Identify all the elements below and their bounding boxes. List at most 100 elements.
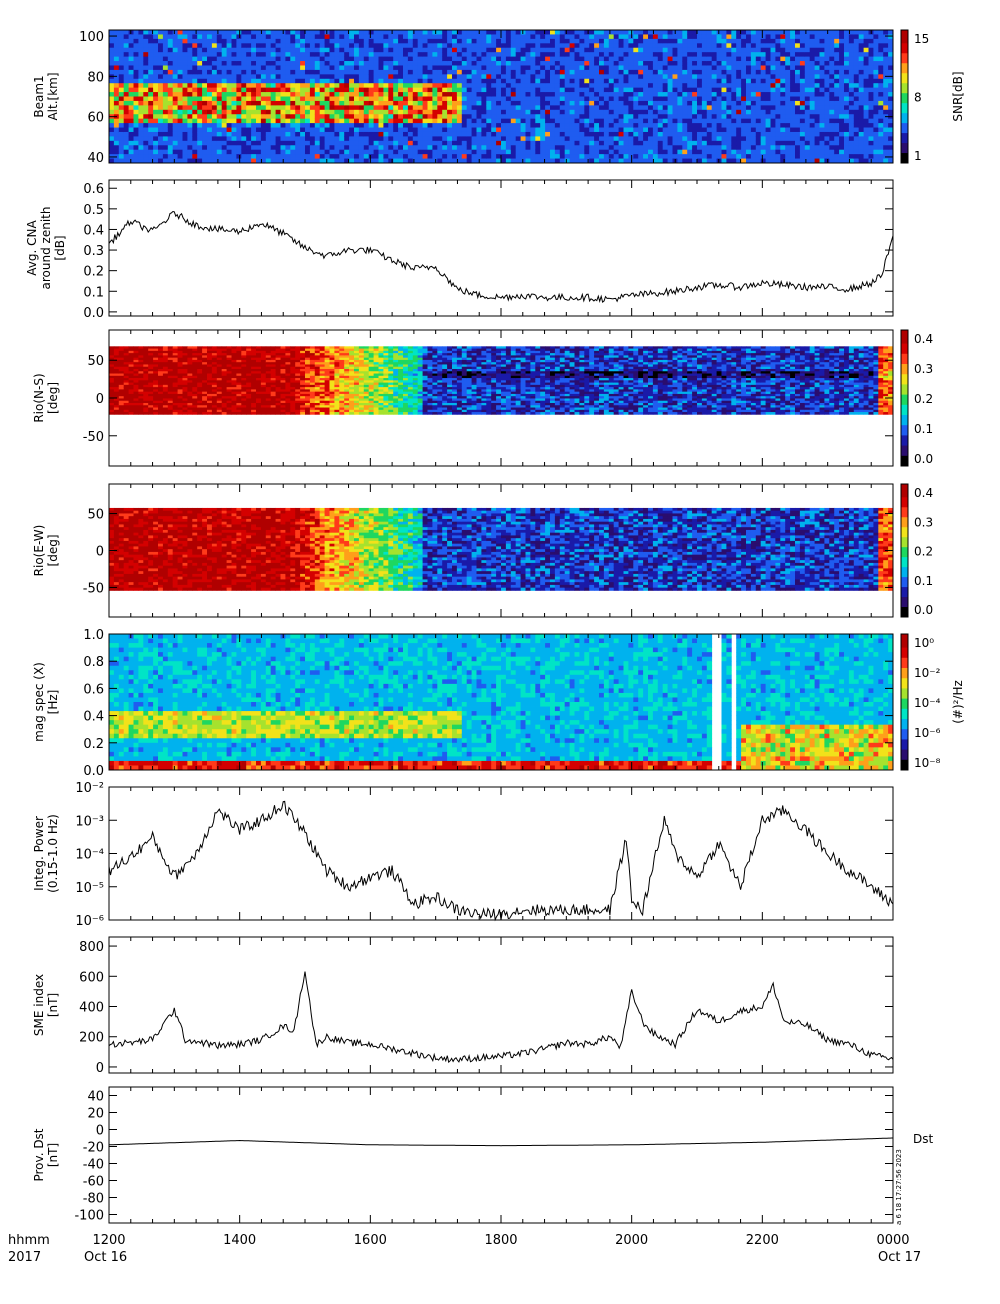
colorbar-cell: [901, 73, 908, 77]
colorbar-cell: [901, 736, 908, 740]
colorbar-cell: [901, 491, 908, 495]
colorbar-cell: [901, 637, 908, 641]
colorbar-cell: [901, 37, 908, 41]
colorbar-cell: [901, 722, 908, 726]
colorbar-cell: [901, 87, 908, 91]
colorbar-cell: [901, 685, 908, 689]
colorbar-tick-label: 10⁻⁸: [914, 756, 941, 770]
y-tick-label: 0.0: [83, 306, 104, 321]
colorbar-cell: [901, 644, 908, 648]
time-tick-label: 1800: [484, 1233, 517, 1248]
colorbar-cell: [901, 330, 908, 334]
colorbar-cell: [901, 371, 908, 375]
panel-frame-6: [109, 937, 893, 1073]
colorbar-cell: [901, 547, 908, 551]
colorbar-cell: [901, 43, 908, 47]
y-tick-label: 0: [96, 392, 104, 407]
colorbar-tick-label: 0.2: [914, 545, 933, 559]
y-tick-label: -80: [83, 1192, 104, 1207]
colorbar-cell: [901, 705, 908, 709]
y-axis-label-6-1: [nT]: [46, 993, 60, 1017]
heatmap-cells-4: [109, 634, 893, 770]
y-tick-label: 0.8: [83, 655, 104, 670]
y-tick-label: 60: [87, 111, 104, 126]
colorbar-cell: [901, 156, 908, 160]
colorbar-cell: [901, 634, 908, 638]
colorbar-cell: [901, 574, 908, 578]
colorbar-cell: [901, 756, 908, 760]
y-tick-label: -50: [83, 430, 104, 445]
colorbar-cell: [901, 487, 908, 491]
y-axis-label-7-1: [nT]: [46, 1143, 60, 1167]
colorbar-cell: [901, 153, 908, 157]
colorbar-cell: [901, 398, 908, 402]
y-tick-label: 0: [96, 545, 104, 560]
y-tick-label: 0.6: [83, 682, 104, 697]
colorbar-cell: [901, 763, 908, 767]
y-tick-label: 800: [79, 940, 104, 955]
colorbar-cell: [901, 395, 908, 399]
colorbar-cell: [901, 143, 908, 147]
colorbar-cell: [901, 442, 908, 446]
heatmap-cells-0: [109, 30, 893, 163]
colorbar-cell: [901, 435, 908, 439]
y-axis-label-0-0: Beam1: [32, 75, 46, 117]
colorbar-cell: [901, 554, 908, 558]
y-tick-label: 0.5: [83, 203, 104, 218]
y-tick-label: -50: [83, 581, 104, 596]
y-axis-label-1-0: Avg. CNA: [25, 220, 39, 276]
y-tick-label: 10⁻³: [75, 814, 104, 829]
colorbar-cell: [901, 408, 908, 412]
colorbar-cell: [901, 374, 908, 378]
colorbar-cell: [901, 136, 908, 140]
time-tick-label: 1400: [223, 1233, 256, 1248]
colorbar-cell: [901, 551, 908, 555]
time-tick-label: 0000: [876, 1233, 909, 1248]
footer-hhmm: hhmm: [8, 1233, 50, 1248]
colorbar-cell: [901, 401, 908, 405]
colorbar-cell: [901, 432, 908, 436]
y-tick-label: -100: [74, 1209, 104, 1224]
colorbar-cell: [901, 344, 908, 348]
colorbar-cell: [901, 391, 908, 395]
colorbar-cell: [901, 130, 908, 134]
colorbar-cell: [901, 459, 908, 463]
colorbar-cell: [901, 557, 908, 561]
y-tick-label: 10⁻⁶: [75, 914, 104, 929]
colorbar-cell: [901, 604, 908, 608]
colorbar-cell: [901, 501, 908, 505]
y-tick-label: 50: [87, 354, 104, 369]
colorbar-cell: [901, 120, 908, 124]
colorbar-cell: [901, 750, 908, 754]
colorbar-cell: [901, 354, 908, 358]
colorbar-cell: [901, 580, 908, 584]
colorbar-cell: [901, 110, 908, 114]
colorbar-cell: [901, 661, 908, 665]
colorbar-cell: [901, 541, 908, 545]
side-stamp: a 6 18 17:27:56 2023: [895, 1149, 903, 1225]
y-tick-label: 100: [79, 30, 104, 45]
colorbar-cell: [901, 415, 908, 419]
y-tick-label: 0.0: [83, 764, 104, 779]
time-tick-label: 1200: [92, 1233, 125, 1248]
heatmap-cells-2: [109, 346, 893, 414]
colorbar-cell: [901, 658, 908, 662]
y-axis-label-6-0: SME index: [32, 974, 46, 1036]
colorbar-tick-label: 10⁻⁶: [914, 726, 941, 740]
colorbar-cell: [901, 40, 908, 44]
colorbar-tick-label: 15: [914, 32, 929, 46]
colorbar-cell: [901, 709, 908, 713]
colorbar-cell: [901, 150, 908, 154]
colorbar-cell: [901, 695, 908, 699]
colorbar-cell: [901, 452, 908, 456]
colorbar-cell: [901, 527, 908, 531]
y-tick-label: 0.4: [83, 223, 104, 238]
colorbar-tick-label: 0.1: [914, 422, 933, 436]
y-axis-label-7-0: Prov. Dst: [32, 1128, 46, 1181]
colorbar-label-4: (#)²/Hz: [951, 680, 965, 724]
y-tick-label: 0.1: [83, 285, 104, 300]
time-tick-label: 2200: [746, 1233, 779, 1248]
colorbar-cell: [901, 83, 908, 87]
